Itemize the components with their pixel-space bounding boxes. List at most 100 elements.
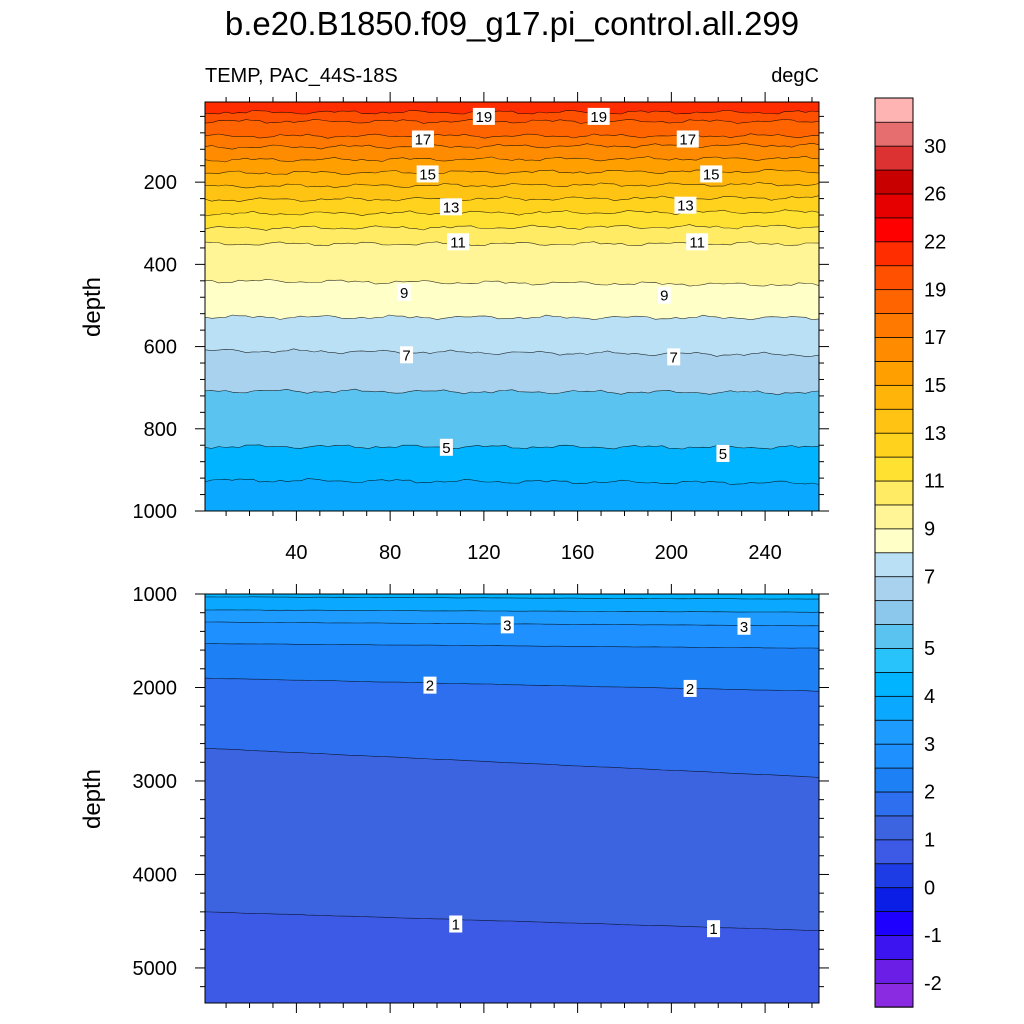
colorbar-box xyxy=(874,456,914,482)
upper-contour-label-text: 19 xyxy=(476,109,493,126)
colorbar-box xyxy=(874,408,914,434)
upper-isotherm-8 xyxy=(205,314,819,321)
upper-contour-label: 15 xyxy=(700,165,723,183)
colorbar-frame xyxy=(874,97,914,1008)
upper-isotherm-17 xyxy=(205,142,819,150)
colorbar-tick-label: 19 xyxy=(924,279,946,301)
colorbar-box xyxy=(874,982,914,1008)
upper-contour-label-bg xyxy=(472,107,495,125)
upper-contour-label: 13 xyxy=(674,196,697,215)
upper-contour-label-text: 11 xyxy=(689,234,705,251)
upper-y-tick-label: 400 xyxy=(144,254,177,276)
upper-contour-label-bg xyxy=(716,444,730,462)
lower-isotherm-2 xyxy=(205,677,819,692)
upper-isotherm-4 xyxy=(205,478,819,485)
upper-contour-label-text: 17 xyxy=(679,131,696,148)
lower-contour-label-text: 3 xyxy=(503,617,511,634)
lower-y-axis-label: depth xyxy=(79,769,106,829)
upper-contour-label-text: 9 xyxy=(400,285,408,302)
upper-contour-label-bg xyxy=(397,283,411,301)
lower-y-tick-label: 1000 xyxy=(133,584,178,606)
lower-contour-label-text: 1 xyxy=(709,921,717,938)
upper-isotherm-16 xyxy=(205,155,819,163)
upper-contour-label-bg xyxy=(667,348,681,366)
colorbar-tick-label: -1 xyxy=(924,925,942,947)
upper-contour-label: 5 xyxy=(439,438,453,457)
colorbar-tick-label: 15 xyxy=(924,375,946,397)
upper-isotherm-20 xyxy=(205,110,819,115)
colorbar-box xyxy=(874,671,914,697)
colorbar-box xyxy=(874,886,914,913)
colorbar-tick-label: -2 xyxy=(924,973,942,995)
colorbar-tick-label: 1 xyxy=(924,830,935,852)
colorbar-box xyxy=(874,97,914,123)
upper-isotherm-11 xyxy=(205,224,819,231)
upper-y-axis-label: depth xyxy=(79,277,106,337)
lower-plot-frame xyxy=(204,593,820,1004)
units-label: degC xyxy=(771,65,819,87)
colorbar-tick-label: 11 xyxy=(924,471,945,493)
upper-isotherm-18 xyxy=(205,133,819,139)
lower-isotherm-1.5 xyxy=(205,748,819,778)
upper-x-tick-label: 160 xyxy=(561,542,594,564)
upper-x-tick-label: 80 xyxy=(379,542,401,564)
upper-contour-label-text: 11 xyxy=(450,234,466,251)
upper-filled-contours xyxy=(205,102,819,511)
colorbar-box xyxy=(874,384,914,410)
upper-contour-label: 9 xyxy=(657,286,671,305)
upper-contour-labels: 19 19 17 17 15 15 13 13 11 11 9 9 7 7 5 5 xyxy=(397,107,730,463)
lower-contour-label: 3 xyxy=(737,617,751,636)
lower-contour-label-bg xyxy=(423,676,437,694)
lower-y-tick-label: 3000 xyxy=(133,771,178,793)
colorbar-box xyxy=(874,241,914,267)
upper-fill-band-20 xyxy=(205,102,819,114)
upper-isotherm-10 xyxy=(205,241,819,247)
colorbar-tick-label: 2 xyxy=(924,782,935,804)
colorbar-box xyxy=(874,193,914,219)
upper-contour-label-text: 19 xyxy=(590,109,607,126)
lower-y-tick-label: 4000 xyxy=(133,864,178,886)
colorbar-box xyxy=(874,934,914,960)
upper-contour-label-text: 5 xyxy=(442,440,450,457)
upper-contour-label: 19 xyxy=(587,107,610,126)
upper-y-tick-label: 600 xyxy=(144,337,177,359)
lower-depth-panel: 3 3 2 2 1 1 1000 2000 3000 4000 5000 xyxy=(133,584,829,1013)
colorbar-box xyxy=(874,599,914,625)
colorbar-box xyxy=(874,719,914,745)
upper-x-tick-label: 200 xyxy=(655,542,688,564)
lower-contour-label-bg xyxy=(683,679,697,697)
upper-contour-label-text: 7 xyxy=(670,349,678,366)
lower-contour-label: 3 xyxy=(500,616,514,634)
lower-contour-label-text: 2 xyxy=(686,681,694,698)
upper-contour-label: 11 xyxy=(447,233,470,251)
upper-isotherm-7 xyxy=(205,348,819,357)
upper-contour-label-text: 5 xyxy=(719,446,727,463)
colorbar-box xyxy=(874,791,914,817)
upper-isotherm-6 xyxy=(205,388,819,396)
colorbar-tick-label: 9 xyxy=(924,519,935,541)
upper-contour-label: 15 xyxy=(416,165,439,183)
lower-contour-label-text: 2 xyxy=(426,678,434,695)
colorbar-tick-label: 17 xyxy=(924,327,946,349)
colorbar-box xyxy=(874,958,914,984)
colorbar: -2 -1 0 1 2 3 4 5 7 9 11 13 15 17 19 22 26 30 xyxy=(874,97,946,1008)
lower-y-tick-label: 5000 xyxy=(133,958,178,980)
upper-contour-label-bg xyxy=(439,438,453,456)
colorbar-box xyxy=(874,121,914,147)
lower-isotherm-2.5 xyxy=(205,643,819,649)
colorbar-tick-label: 4 xyxy=(924,686,935,708)
lower-contour-label-bg xyxy=(449,915,463,933)
figure-title: b.e20.B1850.f09_g17.pi_control.all.299 xyxy=(225,5,799,42)
colorbar-box xyxy=(874,336,914,362)
upper-contour-label: 13 xyxy=(440,198,463,216)
upper-contour-label-text: 7 xyxy=(402,347,410,364)
colorbar-box xyxy=(874,815,914,841)
upper-contour-label-bg xyxy=(657,286,671,304)
colorbar-box xyxy=(874,432,914,458)
lower-contour-label-bg xyxy=(737,617,751,635)
colorbar-box xyxy=(874,169,914,195)
lower-contour-label-bg xyxy=(707,920,721,938)
lower-y-tick-label: 2000 xyxy=(133,677,178,699)
colorbar-box xyxy=(874,576,914,602)
lower-contour-label-text: 1 xyxy=(452,917,460,934)
